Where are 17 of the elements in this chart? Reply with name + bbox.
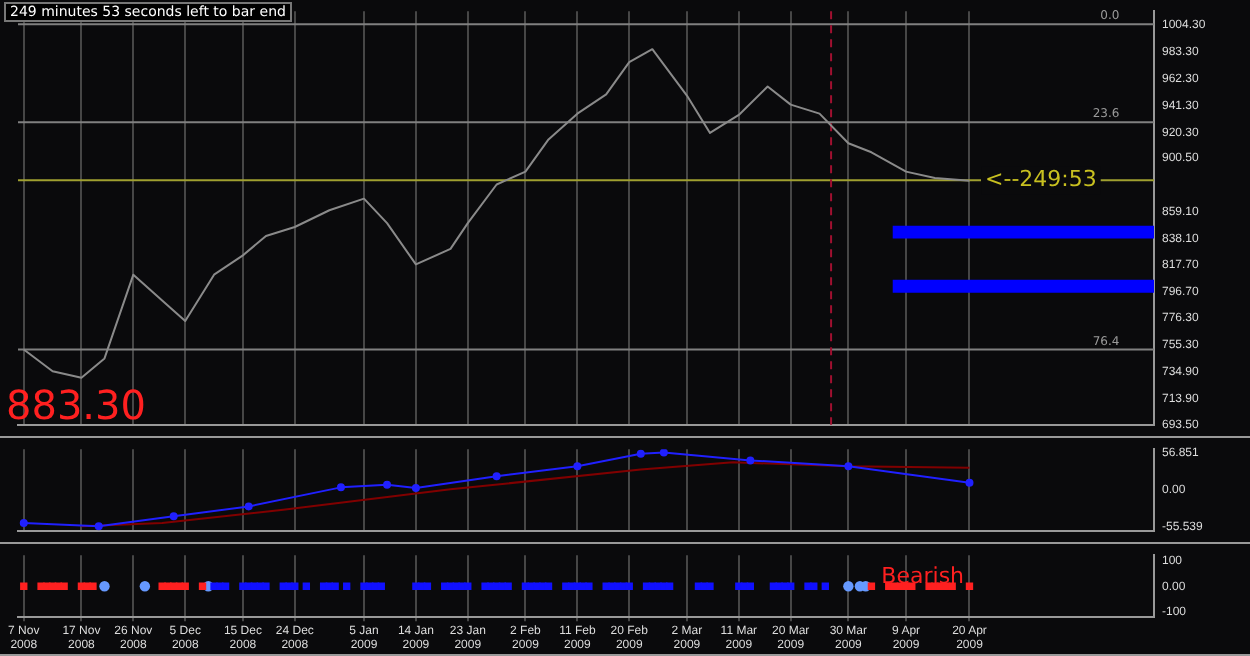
point bbox=[94, 522, 103, 531]
point bbox=[336, 483, 345, 492]
point bbox=[844, 462, 853, 471]
point bbox=[636, 449, 645, 458]
annotation: <--249:53 bbox=[985, 165, 1097, 192]
point bbox=[19, 518, 28, 527]
point bbox=[244, 502, 253, 511]
annotation: 883.30 bbox=[6, 380, 146, 429]
point bbox=[965, 478, 974, 487]
point bbox=[659, 449, 668, 457]
point bbox=[492, 472, 501, 481]
annotation: Bearish bbox=[881, 563, 965, 590]
point bbox=[383, 480, 392, 489]
point bbox=[746, 456, 755, 465]
point bbox=[573, 462, 582, 471]
point bbox=[411, 484, 420, 493]
point bbox=[169, 512, 178, 521]
